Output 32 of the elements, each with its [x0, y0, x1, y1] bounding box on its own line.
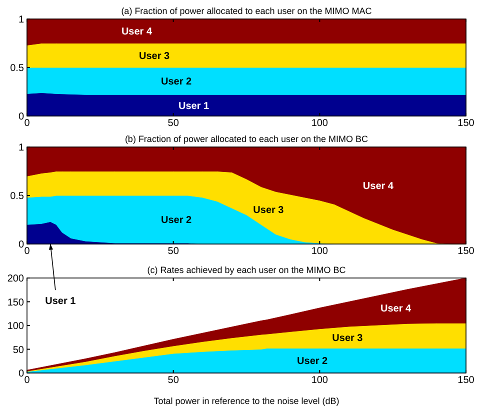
series-label: User 2	[160, 214, 192, 226]
x-tick-label: 150	[458, 246, 475, 257]
chart-title: (a) Fraction of power allocated to each user on the MIMO MAC	[121, 6, 372, 16]
y-tick-label: 1	[18, 142, 24, 154]
x-tick-label: 100	[311, 246, 328, 257]
series-label: User 4	[380, 304, 412, 315]
series-label: User 3	[139, 50, 170, 62]
series-label: User 2	[160, 76, 192, 88]
y-tick-label: 0.5	[10, 63, 24, 74]
series-label: User 4	[121, 26, 152, 38]
x-tick-label: 150	[458, 118, 475, 129]
x-tick-label: 150	[458, 375, 475, 386]
y-tick-label: 1	[18, 14, 24, 26]
x-tick-label: 100	[311, 118, 328, 129]
series-label: User 3	[253, 204, 284, 216]
x-tick-label: 50	[168, 246, 180, 257]
series-label: User 1	[178, 100, 210, 112]
series-label: User 2	[297, 356, 328, 367]
y-tick-label: 50	[12, 344, 24, 356]
y-tick-label: 100	[7, 321, 24, 332]
chart-title: (c) Rates achieved by each user on the MIMO BC	[147, 265, 346, 275]
y-tick-label: 150	[7, 297, 24, 308]
x-tick-label: 100	[311, 375, 328, 386]
y-tick-label: 200	[7, 274, 24, 284]
x-axis-title: Total power in reference to the noise level (dB)	[154, 396, 340, 406]
x-tick-label: 50	[168, 375, 180, 386]
series-label: User 4	[362, 180, 394, 192]
chart-title: (b) Fraction of power allocated to each user on the MIMO BC	[124, 134, 369, 144]
annotation: User 1	[45, 296, 76, 308]
series-label: User 3	[332, 332, 364, 344]
x-tick-label: 50	[168, 118, 180, 129]
y-tick-label: 0.5	[10, 191, 24, 202]
